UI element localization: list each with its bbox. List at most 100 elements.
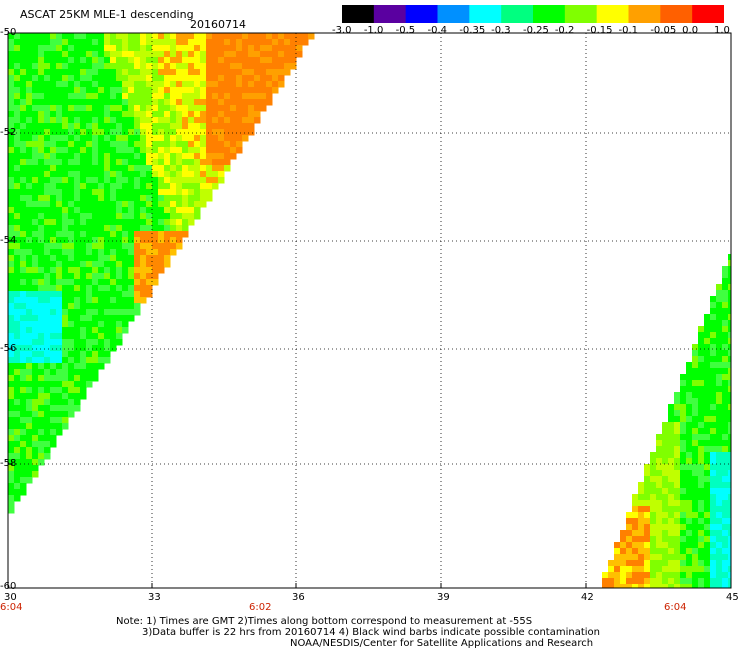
data-cell <box>170 171 177 178</box>
data-cell <box>50 423 57 430</box>
data-cell <box>176 159 183 166</box>
data-cell <box>644 572 651 579</box>
data-cell <box>692 578 699 585</box>
data-cell <box>8 405 15 412</box>
data-cell <box>164 159 171 166</box>
data-cell <box>92 189 99 196</box>
data-cell <box>26 255 33 262</box>
data-cell <box>56 327 63 334</box>
data-cell <box>704 488 711 495</box>
data-cell <box>140 231 147 238</box>
data-cell <box>68 141 75 148</box>
data-cell <box>722 284 729 291</box>
data-cell <box>134 273 141 280</box>
data-cell <box>650 452 657 459</box>
data-cell <box>194 69 201 76</box>
data-cell <box>104 333 111 340</box>
data-cell <box>152 231 159 238</box>
data-cell <box>296 39 303 46</box>
data-cell <box>182 213 189 220</box>
data-cell <box>656 572 663 579</box>
data-cell <box>284 33 291 40</box>
data-cell <box>116 153 123 160</box>
data-cell <box>134 129 141 136</box>
data-cell <box>140 123 147 130</box>
data-cell <box>212 69 219 76</box>
data-cell <box>698 326 705 333</box>
data-cell <box>8 321 15 328</box>
data-cell <box>656 446 663 453</box>
data-cell <box>32 147 39 154</box>
data-cell <box>218 57 225 64</box>
data-cell <box>92 339 99 346</box>
data-cell <box>200 45 207 52</box>
data-cell <box>644 500 651 507</box>
data-cell <box>236 141 243 148</box>
data-cell <box>80 363 87 370</box>
data-cell <box>176 93 183 100</box>
colorbar-segment <box>692 5 724 23</box>
data-cell <box>674 428 681 435</box>
data-cell <box>56 219 63 226</box>
data-cell <box>728 506 731 513</box>
data-cell <box>638 512 645 519</box>
data-cell <box>680 476 687 483</box>
data-cell <box>230 57 237 64</box>
data-cell <box>686 392 693 399</box>
data-cell <box>74 393 81 400</box>
data-cell <box>56 57 63 64</box>
data-cell <box>686 530 693 537</box>
data-cell <box>14 477 21 484</box>
data-cell <box>80 123 87 130</box>
data-cell <box>26 141 33 148</box>
data-cell <box>704 542 711 549</box>
data-cell <box>158 213 165 220</box>
data-cell <box>92 363 99 370</box>
data-cell <box>122 291 129 298</box>
data-cell <box>26 333 33 340</box>
data-cell <box>122 117 129 124</box>
data-cell <box>638 500 645 507</box>
data-cell <box>20 423 27 430</box>
data-cell <box>62 213 69 220</box>
data-cell <box>128 285 135 292</box>
data-cell <box>20 381 27 388</box>
data-cell <box>266 45 273 52</box>
data-cell <box>92 159 99 166</box>
data-cell <box>68 69 75 76</box>
data-cell <box>44 381 51 388</box>
data-cell <box>188 63 195 70</box>
data-cell <box>26 111 33 118</box>
data-cell <box>74 219 81 226</box>
data-cell <box>8 135 15 142</box>
data-cell <box>632 494 639 501</box>
data-cell <box>236 87 243 94</box>
data-cell <box>212 159 219 166</box>
data-cell <box>710 398 717 405</box>
data-cell <box>152 279 159 286</box>
data-cell <box>272 33 279 40</box>
data-cell <box>728 560 731 567</box>
data-cell <box>80 129 87 136</box>
data-cell <box>116 315 123 322</box>
data-cell <box>692 368 699 375</box>
data-cell <box>662 440 669 447</box>
data-cell <box>104 189 111 196</box>
data-cell <box>20 363 27 370</box>
data-cell <box>56 147 63 154</box>
data-cell <box>146 111 153 118</box>
data-cell <box>692 512 699 519</box>
data-cell <box>44 267 51 274</box>
data-cell <box>722 380 729 387</box>
data-cell <box>614 578 621 585</box>
data-cell <box>38 207 45 214</box>
data-cell <box>230 123 237 130</box>
data-cell <box>74 135 81 142</box>
data-cell <box>248 93 255 100</box>
data-cell <box>170 105 177 112</box>
data-cell <box>182 117 189 124</box>
data-cell <box>206 189 213 196</box>
data-cell <box>656 512 663 519</box>
data-cell <box>722 446 729 453</box>
data-cell <box>164 69 171 76</box>
